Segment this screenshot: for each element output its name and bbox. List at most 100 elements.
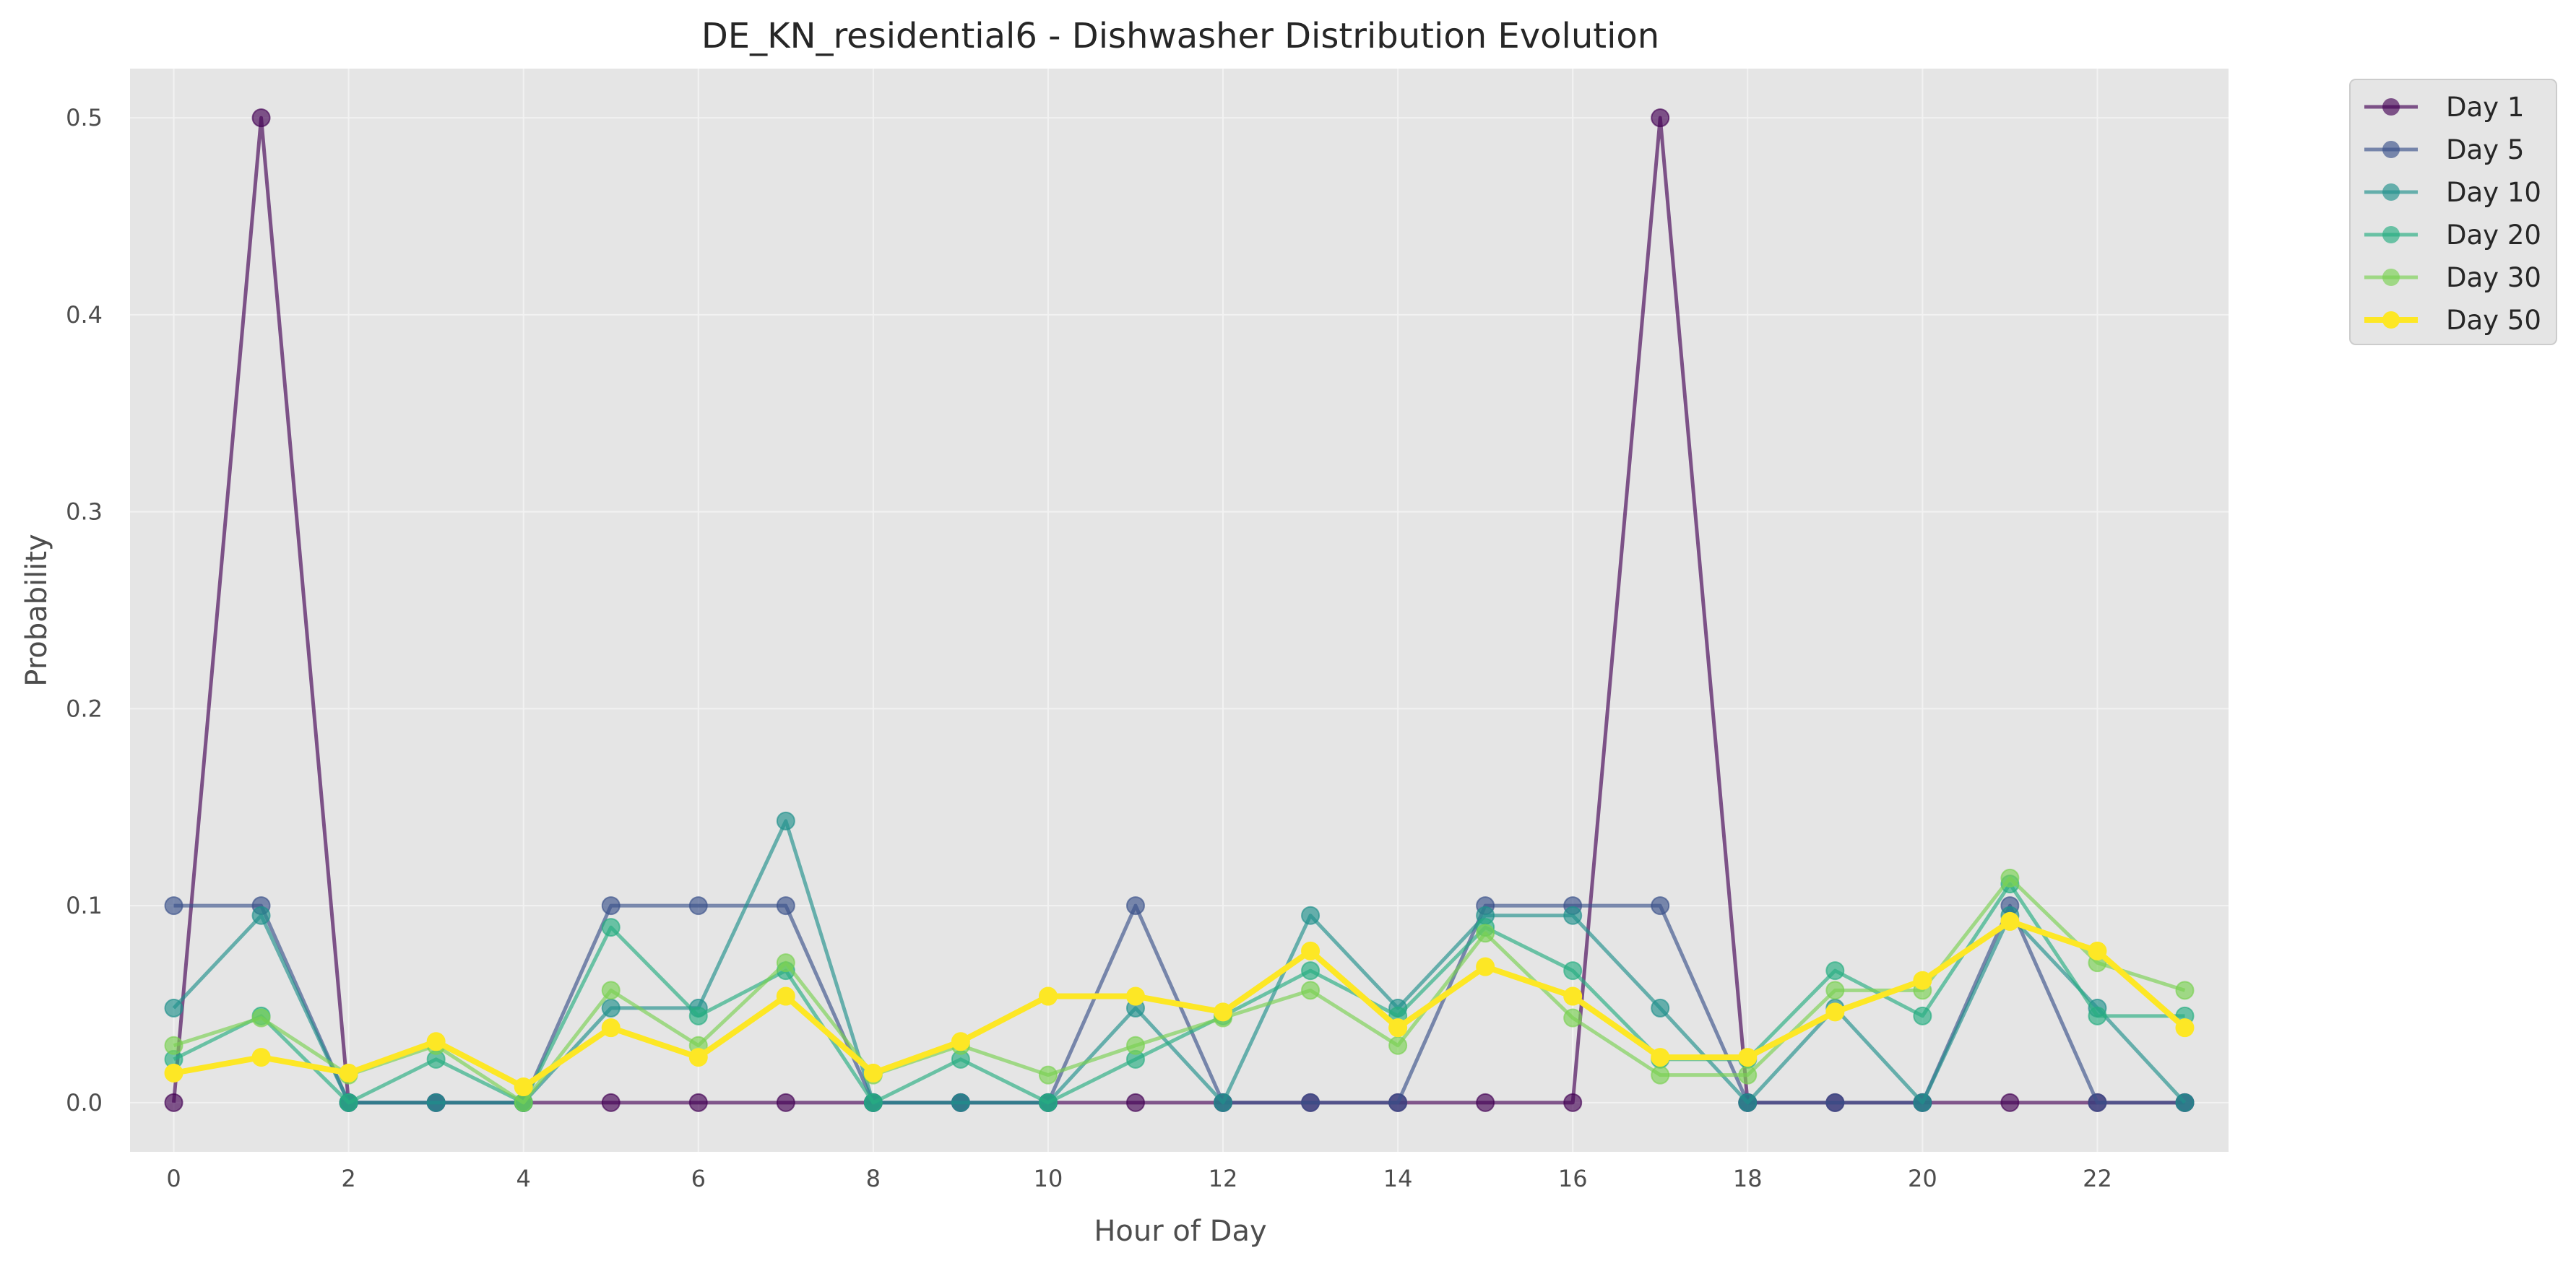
data-point-day-50 bbox=[1825, 1002, 1845, 1022]
data-point-day-50 bbox=[863, 1063, 883, 1083]
x-tick-label: 6 bbox=[691, 1165, 706, 1192]
data-point-day-1 bbox=[1476, 1093, 1495, 1112]
data-point-day-50 bbox=[251, 1048, 271, 1067]
data-point-day-10 bbox=[1651, 998, 1670, 1018]
data-point-day-30 bbox=[1125, 1036, 1145, 1055]
x-grid bbox=[173, 69, 2099, 1152]
data-point-day-30 bbox=[1301, 981, 1321, 1000]
data-point-day-30 bbox=[1738, 1065, 1758, 1085]
legend-item-day-30: Day 30 bbox=[2364, 262, 2541, 293]
data-point-day-50 bbox=[426, 1032, 446, 1051]
data-point-day-20 bbox=[688, 1006, 708, 1025]
data-point-day-5 bbox=[1651, 896, 1670, 916]
data-point-day-1 bbox=[1563, 1093, 1583, 1112]
series-line-day-10 bbox=[172, 819, 2187, 1105]
y-tick-label: 0.3 bbox=[66, 498, 103, 526]
y-axis-ticks: 0.0 0.1 0.2 0.3 0.4 0.5 bbox=[66, 104, 103, 1116]
data-point-day-1 bbox=[1651, 108, 1670, 128]
data-point-day-1 bbox=[164, 1093, 183, 1112]
plot-background bbox=[130, 69, 2229, 1152]
data-point-day-1 bbox=[601, 1093, 621, 1112]
chart-title: DE_KN_residential6 - Dishwasher Distribu… bbox=[701, 16, 1659, 56]
series-day-50 bbox=[164, 911, 2195, 1096]
data-point-day-50 bbox=[688, 1048, 708, 1067]
data-point-day-10 bbox=[1738, 1093, 1758, 1112]
data-point-day-30 bbox=[1563, 1008, 1583, 1028]
legend-item-day-50: Day 50 bbox=[2364, 305, 2541, 336]
series-line-day-30 bbox=[173, 876, 2186, 1105]
legend-label: Day 5 bbox=[2446, 134, 2524, 165]
x-tick-label: 12 bbox=[1209, 1165, 1238, 1192]
data-point-day-20 bbox=[601, 918, 621, 937]
x-tick-label: 22 bbox=[2083, 1165, 2112, 1192]
x-tick-label: 0 bbox=[166, 1165, 181, 1192]
data-point-day-50 bbox=[2175, 1018, 2195, 1038]
plot-area bbox=[130, 69, 2229, 1152]
series-layer bbox=[164, 108, 2195, 1112]
y-tick-label: 0.2 bbox=[66, 695, 103, 722]
y-tick-label: 0.0 bbox=[66, 1089, 103, 1116]
data-point-day-30 bbox=[164, 1036, 183, 1055]
data-point-day-10 bbox=[164, 998, 183, 1018]
data-point-day-50 bbox=[776, 986, 795, 1006]
data-point-day-50 bbox=[1476, 957, 1495, 976]
data-point-day-5 bbox=[1388, 1093, 1408, 1112]
data-point-day-20 bbox=[2088, 1006, 2107, 1025]
data-point-day-5 bbox=[2088, 1093, 2107, 1112]
x-tick-label: 8 bbox=[866, 1165, 881, 1192]
data-point-day-30 bbox=[1825, 981, 1845, 1000]
x-tick-label: 2 bbox=[341, 1165, 355, 1192]
data-point-day-50 bbox=[2000, 911, 2020, 931]
data-point-day-50 bbox=[1913, 971, 1932, 990]
y-tick-label: 0.5 bbox=[66, 104, 103, 131]
data-point-day-5 bbox=[776, 896, 795, 916]
legend-swatch-marker bbox=[2382, 226, 2400, 243]
series-line-day-50 bbox=[173, 918, 2187, 1090]
data-point-day-1 bbox=[1125, 1093, 1145, 1112]
legend-item-day-20: Day 20 bbox=[2364, 220, 2541, 251]
data-point-day-20 bbox=[863, 1093, 883, 1112]
x-axis-label: Hour of Day bbox=[1094, 1215, 1266, 1248]
data-point-day-20 bbox=[1913, 1006, 1932, 1025]
legend-label: Day 30 bbox=[2446, 262, 2541, 293]
data-point-day-10 bbox=[1913, 1093, 1932, 1112]
legend-swatch-marker bbox=[2382, 183, 2400, 201]
x-axis-ticks: 0 2 4 6 8 10 12 14 16 18 20 22 bbox=[166, 1165, 2112, 1192]
x-tick-label: 20 bbox=[1908, 1165, 1937, 1192]
data-point-day-5 bbox=[601, 896, 621, 916]
data-point-day-30 bbox=[1651, 1065, 1670, 1085]
data-point-day-50 bbox=[601, 1018, 621, 1038]
legend-item-day-10: Day 10 bbox=[2364, 177, 2541, 208]
data-point-day-30 bbox=[1388, 1036, 1408, 1055]
data-point-day-5 bbox=[1301, 1093, 1321, 1112]
y-tick-label: 0.4 bbox=[66, 301, 103, 329]
data-point-day-10 bbox=[1214, 1093, 1233, 1112]
data-point-day-5 bbox=[688, 896, 708, 916]
data-point-day-50 bbox=[2088, 941, 2107, 960]
data-point-day-10 bbox=[776, 811, 795, 830]
data-point-day-30 bbox=[1476, 924, 1495, 943]
legend-label: Day 10 bbox=[2446, 177, 2541, 208]
data-point-day-30 bbox=[2000, 868, 2020, 888]
data-point-day-10 bbox=[251, 906, 271, 925]
legend-label: Day 50 bbox=[2446, 305, 2541, 336]
data-point-day-50 bbox=[1651, 1048, 1670, 1067]
data-point-day-30 bbox=[1038, 1065, 1058, 1085]
legend-swatch-marker bbox=[2382, 311, 2400, 329]
data-point-day-5 bbox=[164, 896, 183, 916]
data-point-day-50 bbox=[514, 1077, 533, 1096]
data-point-day-5 bbox=[1825, 1093, 1845, 1112]
x-tick-label: 14 bbox=[1383, 1165, 1413, 1192]
data-point-day-50 bbox=[339, 1063, 358, 1083]
data-point-day-10 bbox=[2175, 1093, 2195, 1112]
legend-swatch-marker bbox=[2382, 141, 2400, 158]
data-point-day-50 bbox=[1388, 1018, 1408, 1038]
legend-item-day-1: Day 1 bbox=[2364, 92, 2524, 123]
data-point-day-1 bbox=[251, 108, 271, 128]
legend-label: Day 1 bbox=[2446, 92, 2524, 123]
series-line-day-20 bbox=[173, 882, 2185, 1105]
data-point-day-10 bbox=[1563, 906, 1583, 925]
data-point-day-1 bbox=[776, 1093, 795, 1112]
legend-swatch-marker bbox=[2382, 269, 2400, 286]
y-axis-label: Probability bbox=[20, 534, 53, 686]
